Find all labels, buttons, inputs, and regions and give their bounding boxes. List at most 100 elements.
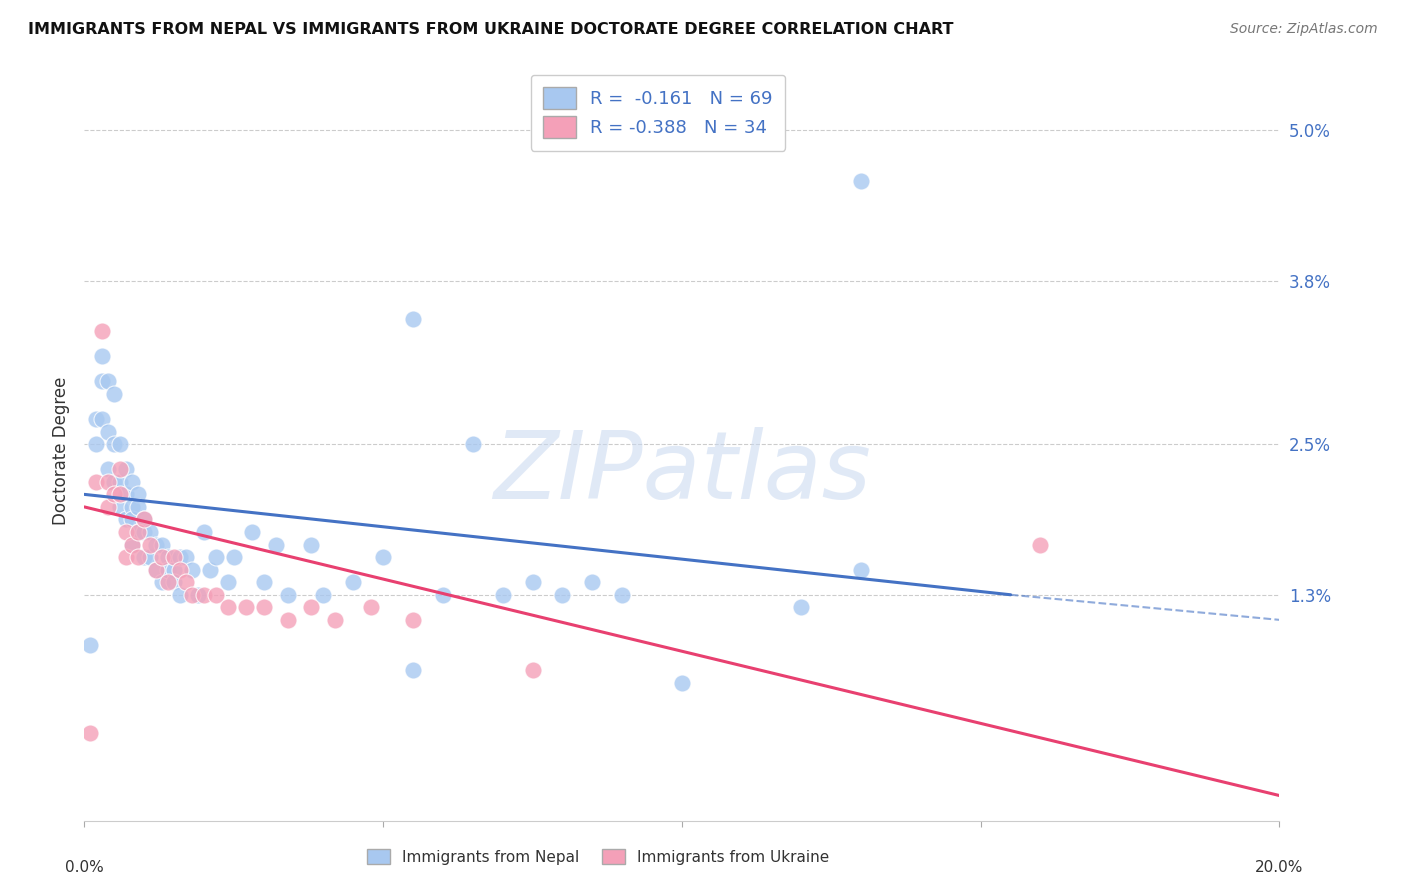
Point bbox=[551, 588, 574, 602]
Point bbox=[169, 588, 191, 602]
Point bbox=[132, 512, 156, 526]
Point bbox=[132, 550, 156, 565]
Point bbox=[103, 387, 125, 401]
Point bbox=[174, 575, 197, 590]
Point bbox=[253, 575, 276, 590]
Point bbox=[342, 575, 364, 590]
Point bbox=[851, 563, 873, 577]
Point bbox=[110, 487, 132, 501]
Point bbox=[181, 588, 204, 602]
Point bbox=[127, 524, 149, 539]
Point bbox=[150, 550, 173, 565]
Point bbox=[127, 550, 149, 565]
Point bbox=[240, 524, 263, 539]
Point bbox=[150, 538, 173, 552]
Point bbox=[145, 563, 167, 577]
Text: Source: ZipAtlas.com: Source: ZipAtlas.com bbox=[1230, 22, 1378, 37]
Point bbox=[97, 475, 120, 489]
Point bbox=[163, 563, 186, 577]
Point bbox=[91, 412, 114, 426]
Point bbox=[157, 550, 180, 565]
Point bbox=[174, 550, 197, 565]
Point bbox=[97, 425, 120, 439]
Point bbox=[127, 500, 149, 514]
Point bbox=[110, 475, 132, 489]
Point bbox=[181, 563, 204, 577]
Point bbox=[301, 538, 323, 552]
Point bbox=[163, 575, 186, 590]
Point bbox=[301, 600, 323, 615]
Point bbox=[671, 675, 693, 690]
Point bbox=[277, 588, 299, 602]
Point bbox=[79, 726, 101, 740]
Point bbox=[612, 588, 634, 602]
Point bbox=[169, 563, 191, 577]
Point bbox=[91, 349, 114, 363]
Point bbox=[115, 487, 138, 501]
Point bbox=[110, 437, 132, 451]
Point bbox=[522, 663, 544, 677]
Point bbox=[103, 487, 125, 501]
Point bbox=[103, 437, 125, 451]
Point bbox=[402, 613, 425, 627]
Point bbox=[277, 613, 299, 627]
Point bbox=[169, 550, 191, 565]
Point bbox=[150, 575, 173, 590]
Point bbox=[97, 462, 120, 476]
Point bbox=[139, 550, 162, 565]
Point bbox=[312, 588, 335, 602]
Point bbox=[86, 475, 108, 489]
Point bbox=[163, 550, 186, 565]
Point bbox=[86, 412, 108, 426]
Point bbox=[205, 550, 228, 565]
Point bbox=[187, 588, 209, 602]
Text: 0.0%: 0.0% bbox=[65, 860, 104, 874]
Point bbox=[373, 550, 395, 565]
Point bbox=[145, 538, 167, 552]
Text: ZIPatlas: ZIPatlas bbox=[494, 427, 870, 518]
Point bbox=[217, 600, 239, 615]
Point bbox=[139, 538, 162, 552]
Point bbox=[110, 462, 132, 476]
Point bbox=[115, 512, 138, 526]
Point bbox=[360, 600, 382, 615]
Text: IMMIGRANTS FROM NEPAL VS IMMIGRANTS FROM UKRAINE DOCTORATE DEGREE CORRELATION CH: IMMIGRANTS FROM NEPAL VS IMMIGRANTS FROM… bbox=[28, 22, 953, 37]
Point bbox=[402, 663, 425, 677]
Point bbox=[264, 538, 287, 552]
Point bbox=[325, 613, 347, 627]
Point bbox=[198, 563, 221, 577]
Point bbox=[79, 638, 101, 652]
Point bbox=[205, 588, 228, 602]
Point bbox=[145, 563, 167, 577]
Text: 20.0%: 20.0% bbox=[1256, 860, 1303, 874]
Point bbox=[193, 524, 215, 539]
Point bbox=[115, 462, 138, 476]
Point bbox=[157, 563, 180, 577]
Point bbox=[121, 500, 143, 514]
Point bbox=[193, 588, 215, 602]
Point bbox=[253, 600, 276, 615]
Point bbox=[127, 487, 149, 501]
Point bbox=[790, 600, 813, 615]
Point bbox=[851, 174, 873, 188]
Point bbox=[492, 588, 515, 602]
Point bbox=[127, 524, 149, 539]
Point bbox=[121, 512, 143, 526]
Point bbox=[132, 512, 156, 526]
Point bbox=[132, 524, 156, 539]
Point bbox=[157, 575, 180, 590]
Point bbox=[86, 437, 108, 451]
Point bbox=[115, 524, 138, 539]
Point bbox=[97, 375, 120, 389]
Y-axis label: Doctorate Degree: Doctorate Degree bbox=[52, 376, 70, 524]
Point bbox=[217, 575, 239, 590]
Point bbox=[110, 500, 132, 514]
Point bbox=[222, 550, 245, 565]
Point bbox=[522, 575, 544, 590]
Point bbox=[121, 538, 143, 552]
Point bbox=[581, 575, 603, 590]
Point bbox=[432, 588, 454, 602]
Point bbox=[115, 550, 138, 565]
Point bbox=[103, 475, 125, 489]
Point bbox=[91, 375, 114, 389]
